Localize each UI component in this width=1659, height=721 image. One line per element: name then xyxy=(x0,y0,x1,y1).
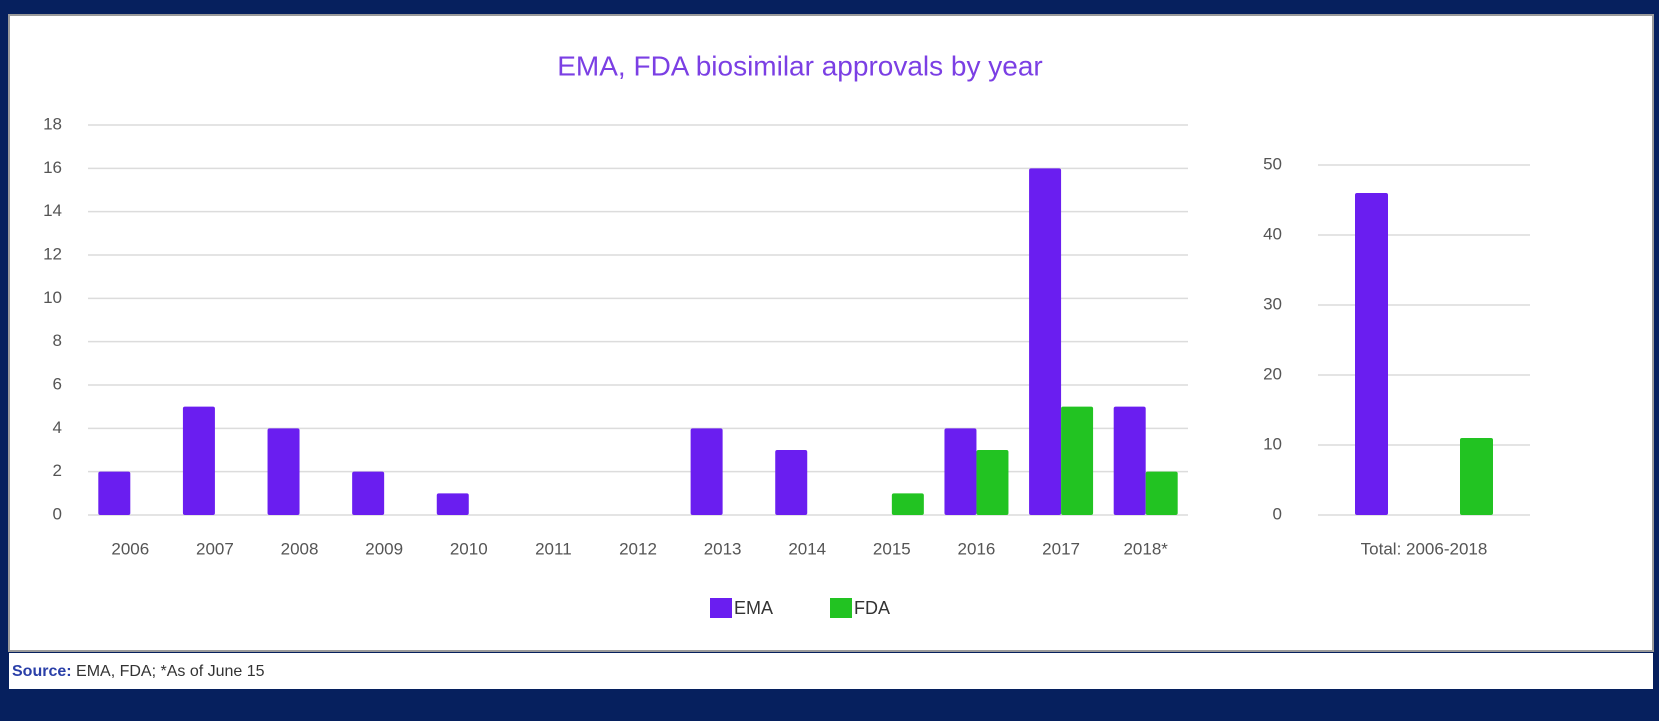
y-tick-label: 16 xyxy=(43,158,62,177)
y-tick-label: 14 xyxy=(43,201,62,220)
bar xyxy=(182,406,215,515)
bar xyxy=(1145,471,1178,515)
bar xyxy=(436,493,469,515)
legend-label: FDA xyxy=(854,598,890,618)
bar xyxy=(1029,168,1062,516)
bar xyxy=(976,450,1009,515)
x-tick-label: 2010 xyxy=(450,539,488,558)
bar xyxy=(1113,406,1146,515)
x-tick-label: 2012 xyxy=(619,539,657,558)
bar xyxy=(891,493,924,515)
y-tick-label: 2 xyxy=(53,461,62,480)
source: Source: EMA, FDA; *As of June 15 xyxy=(12,663,265,680)
y-tick-label: 8 xyxy=(53,331,62,350)
y-tick-label: 0 xyxy=(53,504,62,523)
legend-label: EMA xyxy=(734,598,773,618)
bar xyxy=(1355,193,1388,515)
x-tick-label: 2016 xyxy=(958,539,996,558)
y-tick-label: 6 xyxy=(53,374,62,393)
bar xyxy=(1460,438,1493,515)
legend-swatch xyxy=(830,598,852,618)
x-tick-label: 2015 xyxy=(873,539,911,558)
y-tick-label: 10 xyxy=(43,288,62,307)
y-tick-label: 50 xyxy=(1263,154,1282,173)
x-tick-label: Total: 2006-2018 xyxy=(1361,539,1488,558)
y-tick-label: 18 xyxy=(43,114,62,133)
x-tick-label: 2008 xyxy=(281,539,319,558)
chart-title: EMA, FDA biosimilar approvals by year xyxy=(557,50,1043,81)
y-tick-label: 12 xyxy=(43,244,62,263)
bar xyxy=(98,471,131,515)
x-tick-label: 2011 xyxy=(535,539,572,558)
y-tick-label: 30 xyxy=(1263,294,1282,313)
y-tick-label: 40 xyxy=(1263,224,1282,243)
source-label: Source: xyxy=(12,663,72,680)
x-tick-label: 2007 xyxy=(196,539,234,558)
x-tick-label: 2018* xyxy=(1123,539,1168,558)
bar xyxy=(267,428,300,515)
bar xyxy=(352,471,385,515)
bar xyxy=(690,428,723,515)
source-strip xyxy=(9,653,1653,689)
x-tick-label: 2017 xyxy=(1042,539,1080,558)
x-tick-label: 2009 xyxy=(365,539,403,558)
y-tick-label: 0 xyxy=(1273,504,1282,523)
x-tick-label: 2006 xyxy=(111,539,149,558)
bar xyxy=(944,428,977,515)
legend-swatch xyxy=(710,598,732,618)
bar xyxy=(1061,406,1094,515)
y-tick-label: 4 xyxy=(53,418,62,437)
bar xyxy=(775,450,808,515)
x-tick-label: 2013 xyxy=(704,539,742,558)
x-tick-label: 2014 xyxy=(788,539,826,558)
y-tick-label: 10 xyxy=(1263,434,1282,453)
source-text: EMA, FDA; *As of June 15 xyxy=(76,663,265,680)
y-tick-label: 20 xyxy=(1263,364,1282,383)
